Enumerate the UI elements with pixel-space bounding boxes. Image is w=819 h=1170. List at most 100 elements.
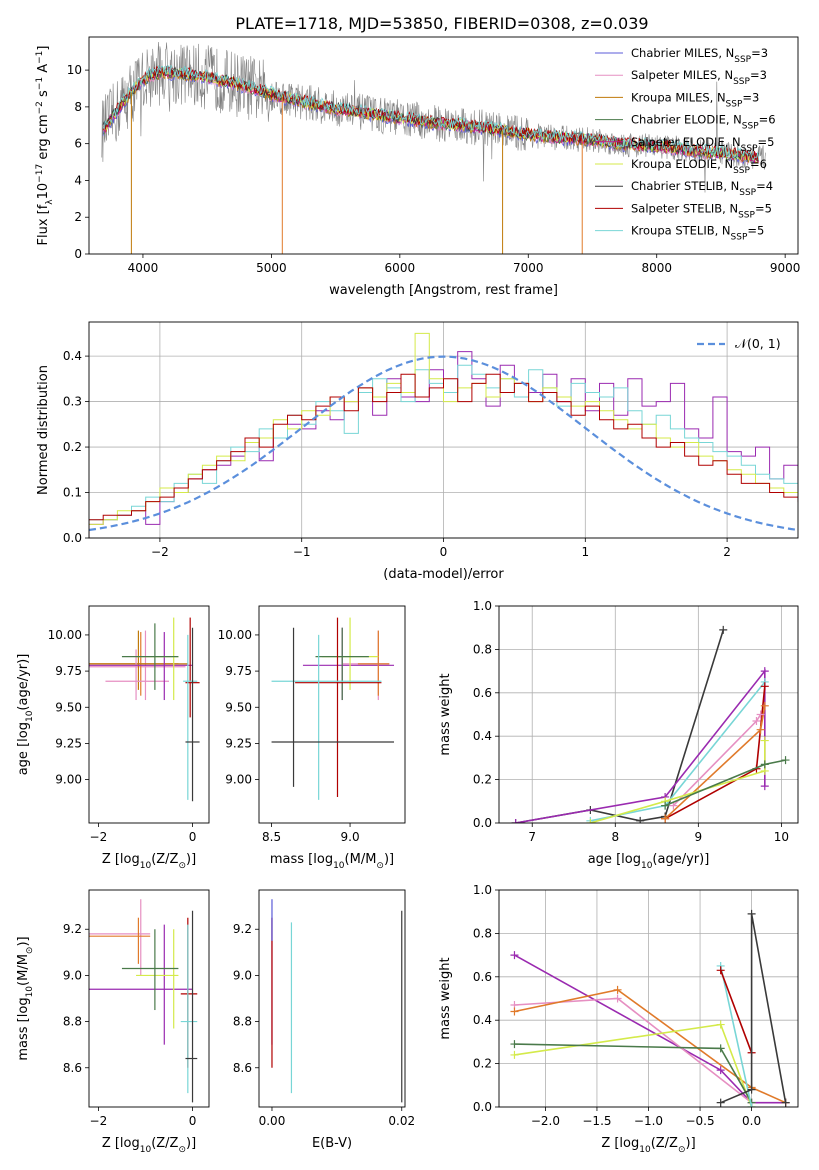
x-axis-label: Z [log10(Z/Z⊙)] [102,1136,196,1155]
y-tick-label: 0.2 [63,440,82,454]
label-part: 10 [639,1145,651,1155]
y-axis-label: mass weight [438,673,453,755]
x-axis-label: Z [log10(Z/Z⊙)] [102,852,196,871]
x-tick-label: 9.0 [341,830,360,844]
label-part: =4 [756,179,773,193]
axes-spectrum: 4000 5000 6000 7000 8000 9000 0 2 4 6 8 10 [67,36,800,275]
y-axis-label: Flux [fλ10−17 erg cm−2 s−1 A−1] [35,46,55,246]
label-part: (age/yr)] [16,654,31,711]
label-part: −2 [35,101,45,114]
x-tick-label: 2 [723,545,731,559]
legend-entry: Salpeter STELIB, NSSP=5 [631,201,772,220]
y-tick-label: 0.4 [473,1013,492,1027]
label-part: 10 [333,861,345,871]
legend-entry: 𝒩(0, 1) [735,336,781,351]
label-part: =3 [742,90,759,104]
y-tick-label: 8.6 [63,1061,82,1075]
weight-marker [716,1098,725,1107]
weight-marker [510,1050,519,1059]
label-part: Chabrier MILES, N [631,46,734,60]
label-part: (age/yr)] [652,852,709,867]
weight-marker [760,760,769,769]
label-part: )] [16,936,31,946]
axes-frame [88,36,799,255]
label-part: )] [186,1136,196,1151]
label-part: Kroupa MILES, N [631,90,726,104]
label-part: mass [log [16,997,31,1060]
weight-marker [716,1044,725,1053]
label-part: SSP [738,210,755,220]
y-tick-label: 0.8 [473,926,492,940]
y-tick-label: 10.00 [48,628,82,642]
y-tick-label: 0.2 [473,773,492,787]
legend-entry: Chabrier MILES, NSSP=3 [631,46,768,65]
x-tick-label: −2 [90,1114,108,1128]
axes-age_vs_Z: −2 0 9.00 9.25 9.50 9.75 10.00 [48,605,210,844]
y-tick-label: 0.6 [473,686,492,700]
weight-marker [781,756,790,765]
weight-line-kroupa_stelib [719,965,753,1107]
x-tick-label: 7 [528,830,536,844]
label-part: 10 [641,861,653,871]
weight-marker [716,1066,725,1075]
label-part: (Z/Z [151,1136,178,1151]
plot-area [271,617,395,800]
plot-area [89,899,198,1103]
x-axis-label: wavelength [Angstrom, rest frame] [329,283,558,298]
x-tick-label: 0.0 [742,1114,761,1128]
weight-marker [719,625,728,634]
label-part: ⊙ [178,861,186,871]
weight-marker [716,1020,725,1029]
x-tick-label: 4000 [128,261,159,275]
weight-line-orange [514,988,786,1104]
label-part: A [36,64,51,77]
label-part: (Z/Z [151,852,178,867]
weight-marker [760,682,769,691]
label-part: 10 [36,183,51,200]
x-tick-label: 10 [774,830,789,844]
weight-line-purple [514,954,786,1104]
label-part: )] [186,852,196,867]
label-part: ⊙ [178,1145,186,1155]
weight-line-salpeter_miles [672,714,762,807]
y-tick-label: 0.0 [473,816,492,830]
weight-line-kroupa_elodie [514,1023,753,1107]
y-tick-label: 8.8 [63,1015,82,1029]
label-part: SSP [739,188,756,198]
label-part: Chabrier STELIB, N [631,179,739,193]
weight-marker [760,667,769,676]
y-axis-label: Normed distribution [36,365,51,495]
axes-frame [498,605,799,824]
label-part: age [log [16,722,31,775]
x-tick-label: −2 [90,830,108,844]
y-tick-label: 1.0 [473,599,492,613]
y-tick-label: 0.4 [473,729,492,743]
legend-entry: Salpeter MILES, NSSP=3 [631,68,767,87]
y-tick-label: 10.00 [218,628,252,642]
x-tick-label: −0.5 [685,1114,714,1128]
label-part: Chabrier ELODIE, N [631,113,742,127]
axes-frame [258,605,406,824]
y-tick-label: 9.00 [225,773,252,787]
y-tick-label: 8 [74,100,82,114]
y-tick-label: 9.00 [55,773,82,787]
weight-marker [661,801,670,810]
legend-entry: Salpeter ELODIE, NSSP=5 [631,135,774,154]
weight-marker [747,1103,756,1107]
x-tick-label: 0.02 [388,1114,415,1128]
label-part: ⊙ [678,1145,686,1155]
axes-mass_vs_ebv: 0.00 0.02 8.6 8.8 9.0 9.2 [233,889,415,1128]
legend-entry: Kroupa STELIB, NSSP=5 [631,224,764,243]
y-tick-label: 0.1 [63,486,82,500]
label-part: Kroupa STELIB, N [631,224,731,238]
weight-marker [613,994,622,1003]
weight-marker [586,819,595,823]
x-tick-label: 8000 [641,261,672,275]
label-part: )] [384,852,394,867]
label-part: =5 [747,224,764,238]
label-part: 10 [25,710,35,722]
y-tick-label: 0.0 [473,1100,492,1114]
axes-frame [88,605,210,824]
y-tick-label: 0.6 [473,970,492,984]
label-part: SSP [742,122,759,132]
